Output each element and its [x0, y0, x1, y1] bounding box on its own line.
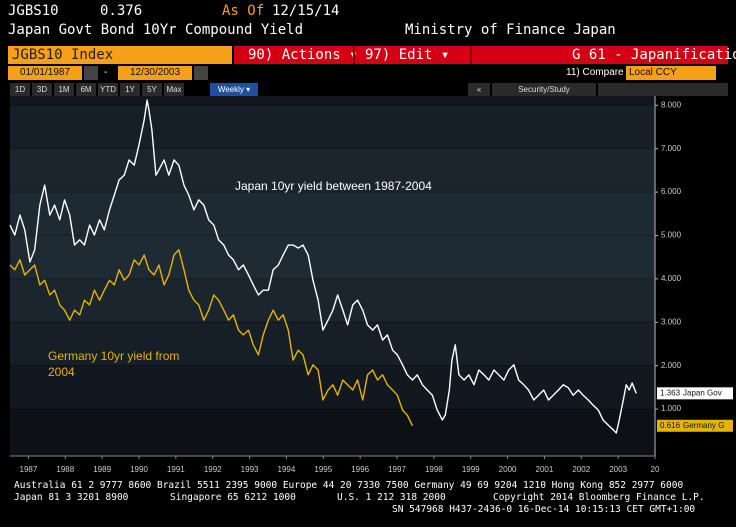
last-value-tag: [657, 419, 733, 432]
y-tick-label: 4.000: [661, 274, 682, 283]
x-tick-label: 1993: [241, 465, 259, 474]
series-line: [9, 99, 637, 434]
copyright: Copyright 2014 Bloomberg Finance L.P.: [493, 492, 705, 503]
annotation: 2004: [48, 365, 75, 379]
y-tick-label: 5.000: [661, 231, 682, 240]
last-value-label: 1.363 Japan Gov: [660, 388, 722, 397]
plot-band: [10, 365, 655, 410]
period-button[interactable]: 1Y: [120, 83, 140, 96]
x-tick-label: 1996: [351, 465, 369, 474]
x-tick-label: 1988: [56, 465, 74, 474]
x-tick-label: 2002: [572, 465, 590, 474]
x-tick-label: 2000: [499, 465, 517, 474]
x-tick-label: 1994: [278, 465, 296, 474]
x-tick-label: 2003: [609, 465, 627, 474]
calendar-icon[interactable]: [84, 66, 98, 80]
x-tick-label: 20: [651, 465, 660, 474]
plot-band: [10, 105, 655, 149]
separator: [470, 46, 472, 64]
last-value-label: 0.616 Germany G: [660, 421, 724, 430]
y-tick-label: 3.000: [661, 317, 682, 326]
x-tick-label: 1992: [204, 465, 222, 474]
plot-band: [10, 235, 655, 279]
source: Ministry of Finance Japan: [405, 22, 616, 38]
footer-contacts: Australia 61 2 9777 8600 Brazil 5511 239…: [14, 480, 684, 491]
x-tick-label: 1997: [388, 465, 406, 474]
action-bar: [234, 46, 728, 64]
last-price: 0.376: [100, 3, 143, 19]
actions-menu[interactable]: 90) Actions ▾: [248, 47, 358, 63]
footer-contact: Japan 81 3 3201 8900: [14, 492, 129, 503]
description: Japan Govt Bond 10Yr Compound Yield: [8, 22, 304, 38]
y-tick-label: 8.000: [661, 100, 682, 109]
plot-band: [10, 96, 655, 106]
frequency-select[interactable]: Weekly ▾: [210, 83, 258, 96]
x-tick-label: 1998: [425, 465, 443, 474]
annotation: Germany 10yr yield from: [48, 349, 179, 363]
period-button[interactable]: 6M: [76, 83, 96, 96]
compare-label: 11) Compare: [566, 67, 624, 78]
back-button[interactable]: «: [468, 83, 490, 96]
x-tick-label: 1987: [20, 465, 38, 474]
series-line: [9, 249, 414, 427]
footer-contact: Singapore 65 6212 1000: [170, 492, 296, 503]
last-value: 1.363: [660, 388, 681, 397]
footer-contact: U.S. 1 212 318 2000: [337, 492, 446, 503]
currency-select[interactable]: Local CCY: [626, 66, 716, 80]
y-tick-label: 1.000: [661, 404, 682, 413]
edit-menu[interactable]: 97) Edit ▾: [365, 47, 450, 63]
series-name: Germany G: [683, 421, 724, 430]
as-of-date: 12/15/14: [272, 3, 340, 19]
plot-band: [10, 192, 655, 236]
x-tick-label: 2001: [536, 465, 554, 474]
page-title: G 61 - Japanification: [572, 47, 736, 63]
period-button[interactable]: YTD: [98, 83, 118, 96]
y-tick-label: 6.000: [661, 187, 682, 196]
separator: [353, 46, 355, 64]
security-study-button[interactable]: Security/Study: [492, 83, 596, 96]
y-tick-label: 7.000: [661, 144, 682, 153]
plot-band: [10, 409, 655, 456]
ticker: JGBS10: [8, 3, 59, 19]
x-tick-label: 1990: [130, 465, 148, 474]
security-box[interactable]: JGBS10 Index: [8, 46, 232, 64]
period-button[interactable]: 5Y: [142, 83, 162, 96]
annotation: Japan 10yr yield between 1987-2004: [235, 179, 432, 193]
series-name: Japan Gov: [683, 388, 722, 397]
plot-band: [10, 322, 655, 366]
start-date[interactable]: 01/01/1987: [8, 66, 82, 80]
end-date[interactable]: 12/30/2003: [118, 66, 192, 80]
as-of-label: As Of: [222, 3, 265, 19]
x-tick-label: 1989: [93, 465, 111, 474]
tool-icons[interactable]: [598, 83, 728, 96]
session-info: SN 547968 H437-2436-0 16-Dec-14 10:15:13…: [392, 504, 696, 515]
calendar-icon[interactable]: [194, 66, 208, 80]
period-button[interactable]: 3D: [32, 83, 52, 96]
x-tick-label: 1995: [314, 465, 332, 474]
period-button[interactable]: 1D: [10, 83, 30, 96]
last-value: 0.616: [660, 421, 681, 430]
x-tick-label: 1999: [462, 465, 480, 474]
period-button[interactable]: Max: [164, 83, 184, 96]
period-button[interactable]: 1M: [54, 83, 74, 96]
plot-band: [10, 278, 655, 323]
date-dash: -: [104, 67, 108, 78]
last-value-tag: [657, 387, 733, 400]
x-tick-label: 1991: [167, 465, 185, 474]
y-tick-label: 2.000: [661, 361, 682, 370]
